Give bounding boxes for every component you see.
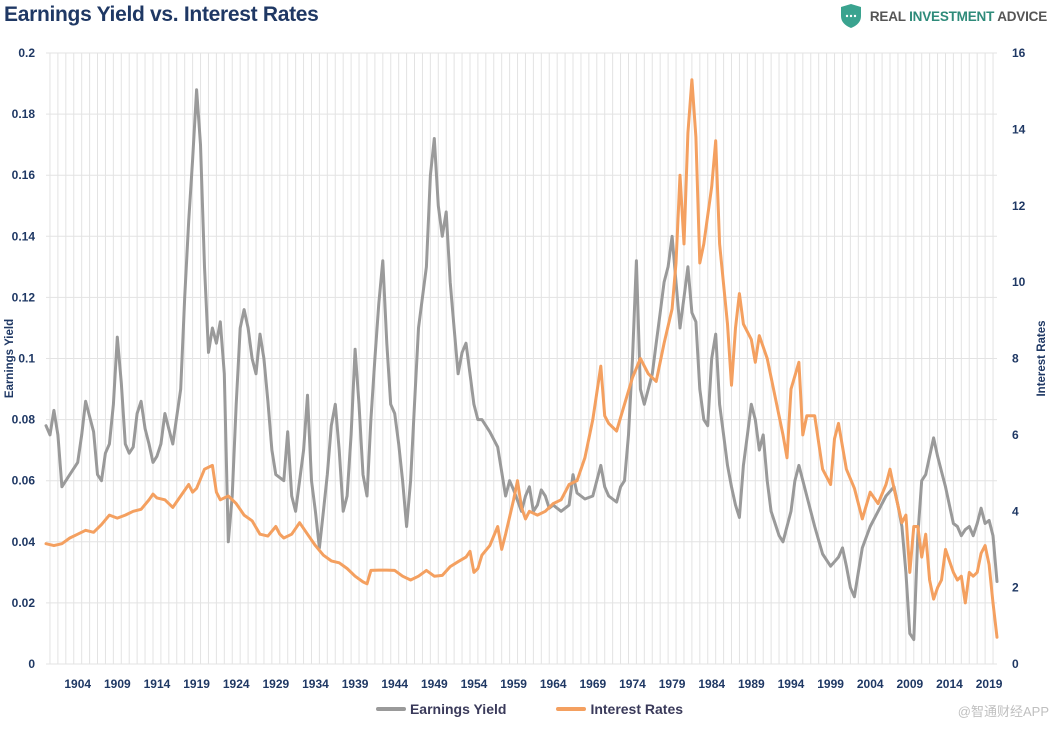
x-tick-label: 1929 [262,677,289,691]
x-tick-label: 1924 [223,677,250,691]
y-right-tick-label: 8 [1012,352,1019,366]
legend-label-earnings: Earnings Yield [409,701,507,717]
series-line-interest-rates [44,78,999,639]
x-tick-label: 2004 [857,677,884,691]
y-right-tick-label: 16 [1012,46,1026,60]
y-left-tick-label: 0.02 [12,596,36,610]
watermark: @智通财经APP [957,704,1049,719]
y-right-tick-label: 4 [1012,504,1019,518]
x-tick-label: 1974 [619,677,646,691]
x-tick-label: 1959 [500,677,527,691]
x-tick-label: 2014 [936,677,963,691]
legend-swatch-earnings [375,707,406,711]
x-tick-label: 1909 [104,677,131,691]
legend-item-rates: Interest Rates [556,701,683,717]
x-tick-label: 1914 [144,677,171,691]
chart-legend: Earnings Yield Interest Rates [0,701,1059,717]
brand-logo: REAL INVESTMENT ADVICE [840,3,1047,29]
y-left-tick-label: 0.14 [12,229,36,243]
legend-item-earnings: Earnings Yield [375,701,507,717]
y-right-tick-label: 2 [1012,581,1019,595]
x-tick-label: 2019 [976,677,1003,691]
y-left-tick-label: 0.08 [12,413,36,427]
y-right-tick-label: 12 [1012,199,1026,213]
y-left-tick-label: 0.12 [12,290,36,304]
series-line-earnings-yield [44,88,999,642]
x-tick-label: 1939 [342,677,369,691]
y-right-axis-title: Interest Rates [1036,320,1048,396]
x-tick-label: 1919 [183,677,210,691]
x-tick-label: 1949 [421,677,448,691]
y-left-tick-label: 0.06 [12,474,36,488]
x-tick-label: 1994 [778,677,805,691]
x-tick-label: 1989 [738,677,765,691]
x-tick-label: 1964 [540,677,567,691]
y-left-tick-label: 0.2 [18,46,35,60]
x-tick-label: 1969 [579,677,606,691]
x-tick-label: 2009 [896,677,923,691]
x-tick-label: 1954 [461,677,488,691]
y-right-tick-label: 14 [1012,122,1026,136]
x-tick-label: 1999 [817,677,844,691]
x-tick-label: 1934 [302,677,329,691]
y-left-tick-label: 0.18 [12,107,36,121]
y-right-tick-label: 10 [1012,275,1026,289]
y-right-tick-label: 6 [1012,428,1019,442]
page-title: Earnings Yield vs. Interest Rates [4,3,319,26]
x-tick-label: 1904 [64,677,91,691]
earnings-vs-rates-chart: 0 0.02 0.04 0.06 0.08 0.1 0.12 0.14 0.16 0.18 0.2 0… [4,46,1048,691]
shield-icon [840,4,861,28]
brand-name: REAL INVESTMENT ADVICE [869,8,1047,24]
y-left-axis-title: Earnings Yield [4,319,16,398]
y-left-tick-label: 0 [28,657,35,671]
y-left-tick-label: 0.04 [12,535,36,549]
x-tick-label: 1979 [659,677,686,691]
x-tick-label: 1984 [698,677,725,691]
y-right-tick-label: 0 [1012,657,1019,671]
x-tick-label: 1944 [381,677,408,691]
legend-label-rates: Interest Rates [590,701,684,717]
y-left-tick-label: 0.1 [18,352,35,366]
y-left-tick-label: 0.16 [12,168,36,182]
legend-swatch-rates [556,707,587,711]
